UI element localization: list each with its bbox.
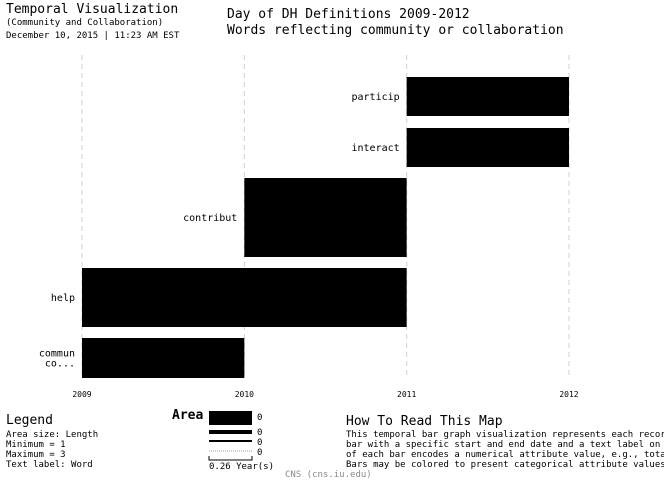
date-line: December 10, 2015 | 11:23 AM EST [6,31,180,41]
area-legend-title: Area [172,408,204,423]
legend-line: Minimum = 1 [6,440,66,450]
area-swatch [209,430,252,434]
scale-label: 0.26 Year(s) [209,462,275,472]
x-tick-label: 2010 [235,390,254,399]
area-value-label: 0 [257,413,263,423]
app-title: Temporal Visualization [6,2,179,17]
bar-label: contribut [183,213,237,224]
bar-label: help [51,293,75,304]
area-swatch [209,411,252,425]
bar [244,178,407,257]
howto-line: bar with a specific start and end date a… [346,440,664,450]
legend-line: Text label: Word [6,460,93,470]
x-tick-label: 2012 [559,390,578,399]
howto-line: of each bar encodes a numerical attribut… [346,450,664,460]
bar-label: particip [351,92,399,103]
chart-title: Day of DH Definitions 2009-2012 [227,7,470,22]
bar [406,128,569,167]
bar-label: co... [45,359,75,370]
howto-title: How To Read This Map [346,414,503,429]
area-value-label: 0 [257,448,263,458]
x-tick-label: 2009 [72,390,91,399]
legend-title: Legend [6,413,53,428]
legend-line: Maximum = 3 [6,450,66,460]
chart-subtitle: Words reflecting community or collaborat… [227,23,564,38]
bar [406,77,569,116]
area-value-label: 0 [257,438,263,448]
bar [82,268,407,327]
app-subtitle: (Community and Collaboration) [6,18,164,28]
bar-label: interact [351,143,399,154]
howto-line: Bars may be colored to present categoric… [346,460,664,470]
legend-line: Area size: Length [6,430,99,440]
scale-bracket [208,456,253,461]
bar [82,338,245,378]
howto-line: This temporal bar graph visualization re… [346,430,664,440]
footer-credit: CNS (cns.iu.edu) [285,470,372,480]
area-value-label: 0 [257,428,263,438]
x-tick-label: 2011 [397,390,416,399]
bar-label: commun [39,349,75,360]
area-swatch [209,440,252,442]
